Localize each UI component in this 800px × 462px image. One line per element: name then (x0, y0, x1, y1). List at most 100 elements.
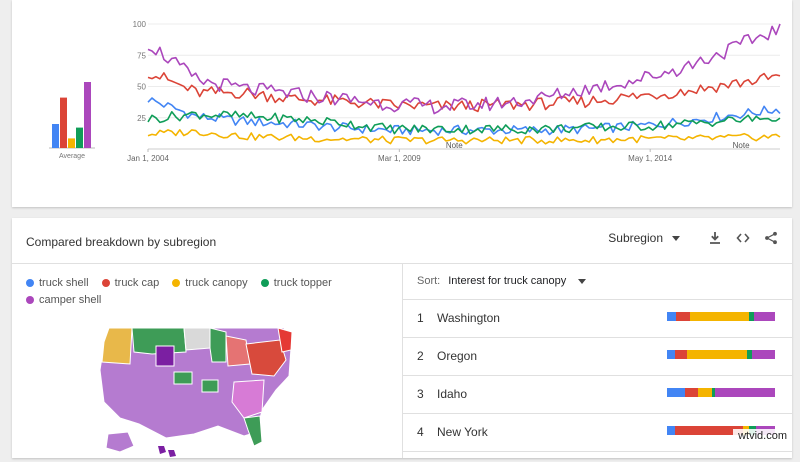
map-region (105, 431, 135, 453)
series-line-camper-shell[interactable] (147, 23, 781, 115)
x-tick-label: Mar 1, 2009 (378, 154, 421, 163)
map-region (168, 450, 176, 457)
map-region (155, 345, 175, 367)
legend-label: truck topper (273, 277, 332, 289)
table-row[interactable]: 2 Oregon (403, 338, 792, 376)
bar-segment (754, 312, 775, 321)
bar-truck-cap[interactable] (60, 97, 67, 148)
x-tick-label: Jan 1, 2004 (127, 154, 169, 163)
sort-divider (403, 299, 792, 300)
y-tick-label: 50 (137, 83, 146, 92)
series-line-truck-cap[interactable] (147, 72, 781, 113)
y-tick-label: 100 (133, 20, 147, 29)
series-line-truck-shell[interactable] (147, 97, 781, 136)
map-region (209, 327, 227, 363)
table-row[interactable]: 1 Washington (403, 300, 792, 338)
map-region (231, 379, 265, 419)
interest-line-chart[interactable]: 100 75 50 25 Jan 1, 2004 Mar 1, 2009 May 1, 20… (112, 8, 792, 183)
legend-item[interactable]: truck shell (26, 275, 89, 291)
stacked-share-bar (667, 312, 775, 321)
bar-segment (674, 426, 743, 435)
resolution-dropdown[interactable]: Subregion (608, 231, 680, 245)
bar-segment (667, 426, 675, 435)
bar-truck-topper[interactable] (76, 127, 83, 148)
map-region (277, 327, 293, 353)
row-name: Idaho (437, 387, 468, 401)
bar-segment (687, 350, 748, 359)
row-rank: 4 (417, 425, 424, 439)
legend-label: truck shell (39, 277, 89, 289)
row-name: Washington (437, 311, 500, 325)
series-line-truck-topper[interactable] (147, 110, 781, 135)
stacked-share-bar (667, 388, 775, 397)
legend-dot (101, 279, 110, 287)
annotation-note[interactable]: Note (733, 141, 750, 150)
bar-segment (748, 312, 755, 321)
resolution-label: Subregion (608, 231, 663, 245)
download-icon[interactable] (708, 231, 722, 245)
bar-segment (714, 388, 775, 397)
average-bar-chart: Average (49, 82, 95, 160)
column-divider (402, 263, 403, 458)
bar-segment (685, 388, 699, 397)
dropdown-arrow-icon (672, 235, 680, 241)
x-axis-label: Average (59, 153, 85, 160)
legend-item[interactable]: truck cap (101, 275, 160, 291)
bar-truck-shell[interactable] (52, 124, 59, 148)
compared-breakdown-card: Compared breakdown by subregion Subregio… (12, 218, 792, 458)
row-rank: 1 (417, 311, 424, 325)
legend-item[interactable]: truck canopy (172, 275, 248, 291)
share-icon[interactable] (764, 231, 778, 245)
row-name: New York (437, 425, 488, 439)
legend-label: camper shell (39, 294, 102, 306)
x-tick-label: May 1, 2014 (628, 154, 673, 163)
map-region (173, 371, 193, 385)
legend-dot (172, 279, 181, 287)
breakdown-toolbar: Subregion (608, 231, 778, 245)
bar-segment (667, 312, 676, 321)
bar-truck-canopy[interactable] (68, 138, 75, 148)
bar-segment (751, 350, 775, 359)
legend-item[interactable]: truck topper (260, 275, 332, 291)
bar-segment (747, 350, 752, 359)
row-rank: 3 (417, 387, 424, 401)
dropdown-arrow-icon (578, 278, 587, 284)
table-row[interactable]: 3 Idaho (403, 376, 792, 414)
series-line-truck-canopy[interactable] (147, 129, 781, 145)
breakdown-title: Compared breakdown by subregion (26, 235, 217, 249)
row-name: Oregon (437, 349, 478, 363)
map-region (243, 415, 263, 447)
y-tick-label: 25 (137, 114, 146, 123)
annotation-note[interactable]: Note (446, 141, 463, 150)
legend-dot (26, 279, 34, 287)
sort-dropdown[interactable]: Sort: Interest for truck canopy (417, 275, 587, 287)
sort-value: Interest for truck canopy (448, 275, 567, 287)
legend-dot (26, 296, 34, 304)
sort-label: Sort: (417, 275, 441, 287)
breakdown-legend: truck shell truck cap truck canopy truck… (26, 275, 356, 309)
map-region (158, 446, 166, 454)
map-region (183, 327, 211, 351)
map-region (101, 327, 133, 365)
bar-camper-shell[interactable] (84, 82, 91, 148)
embed-code-icon[interactable] (736, 231, 750, 245)
stacked-share-bar (667, 350, 775, 359)
legend-item[interactable]: camper shell (26, 292, 101, 308)
bar-segment (667, 388, 686, 397)
map-region (225, 335, 251, 367)
bar-segment (674, 350, 688, 359)
y-tick-label: 75 (137, 51, 146, 60)
legend-label: truck cap (114, 277, 160, 289)
us-subregion-map[interactable] (94, 322, 304, 462)
bar-segment (667, 350, 675, 359)
bar-segment (690, 312, 749, 321)
map-region (201, 379, 219, 393)
legend-label: truck canopy (185, 277, 248, 289)
legend-dot (260, 279, 269, 287)
interest-over-time-card: Average 100 75 50 25 Jan 1, 2004 Mar 1, 2009 M… (12, 0, 792, 207)
watermark: wtvid.com (733, 429, 792, 443)
bar-segment (712, 388, 715, 397)
bar-segment (698, 388, 713, 397)
row-rank: 2 (417, 349, 424, 363)
bar-segment (675, 312, 691, 321)
